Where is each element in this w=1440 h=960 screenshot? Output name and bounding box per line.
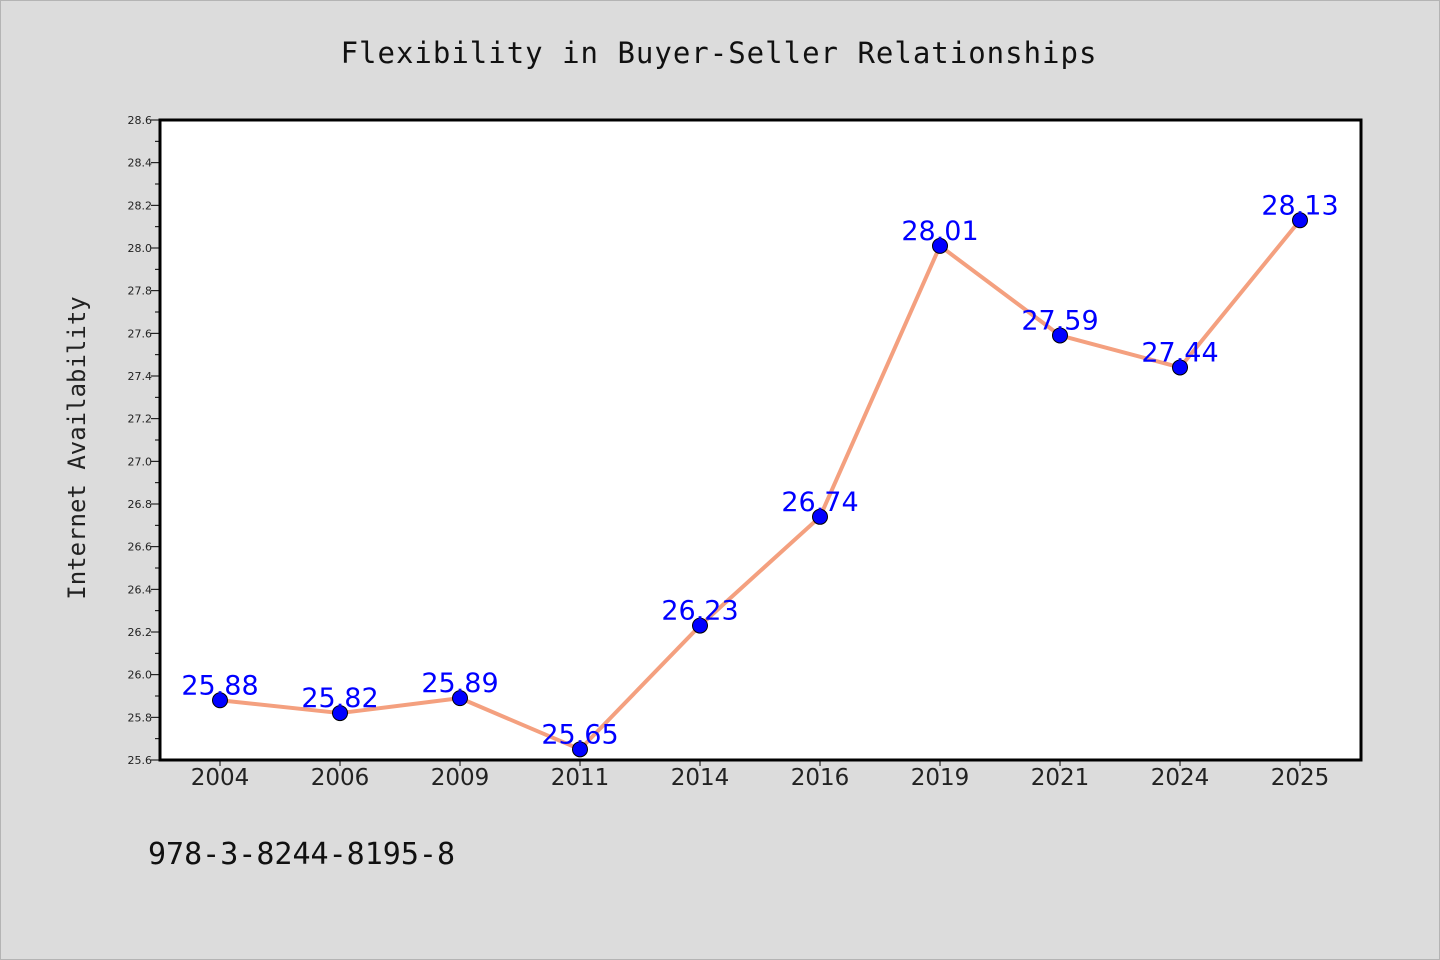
data-point [1052, 327, 1068, 344]
y-tick-label: 26.6 [128, 541, 153, 554]
x-tick-label: 2016 [791, 765, 850, 791]
data-markers [212, 212, 1308, 758]
data-point [572, 741, 588, 758]
data-point [212, 692, 228, 709]
data-point [332, 705, 348, 722]
y-tick-label: 27.4 [128, 370, 153, 383]
y-tick-label: 28.2 [128, 199, 153, 212]
y-axis-ticks: 25.6 25.8 26.0 26.2 26.4 26.6 26.8 27.0 27.2 27.4… [128, 114, 160, 767]
data-label: 25.88 [181, 670, 258, 701]
y-tick-label: 27.8 [128, 285, 153, 298]
data-point [812, 508, 828, 525]
x-axis-ticks: 2004 2006 2009 2011 2014 2016 2019 2021 2024 2025 [191, 760, 1330, 791]
data-label: 25.82 [301, 683, 378, 714]
y-tick-label: 26.0 [128, 669, 153, 682]
data-label: 25.65 [541, 719, 618, 750]
data-label: 27.44 [1141, 337, 1218, 368]
data-label: 28.13 [1261, 190, 1338, 221]
data-point [1172, 359, 1188, 376]
y-tick-label: 26.4 [128, 583, 153, 596]
data-label: 25.89 [421, 668, 498, 699]
y-tick-label: 27.0 [128, 455, 153, 468]
x-tick-label: 2006 [311, 765, 370, 791]
data-point [692, 617, 708, 634]
x-tick-label: 2021 [1031, 765, 1090, 791]
data-label: 27.59 [1021, 305, 1098, 336]
data-label: 26.74 [781, 487, 858, 518]
x-tick-label: 2025 [1271, 765, 1330, 791]
y-tick-label: 25.8 [128, 711, 153, 724]
x-tick-label: 2011 [551, 765, 610, 791]
y-tick-label: 28.6 [128, 114, 153, 127]
plot-border [158, 118, 1363, 762]
plot-area [160, 120, 1361, 760]
y-tick-label: 26.2 [128, 626, 153, 639]
y-axis-label: Internet Availability [63, 296, 91, 599]
chart-title: Flexibility in Buyer-Seller Relationship… [341, 36, 1098, 70]
x-tick-label: 2019 [911, 765, 970, 791]
x-tick-label: 2014 [671, 765, 730, 791]
x-tick-label: 2004 [191, 765, 250, 791]
data-point [452, 690, 468, 707]
data-label: 28.01 [901, 216, 978, 247]
x-tick-label: 2024 [1151, 765, 1210, 791]
y-tick-label: 28.4 [128, 157, 153, 170]
data-labels: 25.88 25.82 25.89 25.65 26.23 26.74 28.01 27.59… [181, 190, 1338, 750]
footer-isbn: 978-3-8244-8195-8 [148, 837, 455, 872]
y-tick-label: 26.8 [128, 498, 153, 511]
y-tick-label: 28.0 [128, 242, 153, 255]
series-line-group [219, 219, 1302, 752]
y-tick-label: 27.2 [128, 413, 153, 426]
data-point [1292, 212, 1308, 229]
y-tick-label: 25.6 [128, 754, 153, 767]
data-label: 26.23 [661, 596, 738, 627]
x-tick-label: 2009 [431, 765, 490, 791]
y-tick-label: 27.6 [128, 327, 153, 340]
data-point [932, 237, 948, 254]
series-line [219, 219, 1302, 752]
